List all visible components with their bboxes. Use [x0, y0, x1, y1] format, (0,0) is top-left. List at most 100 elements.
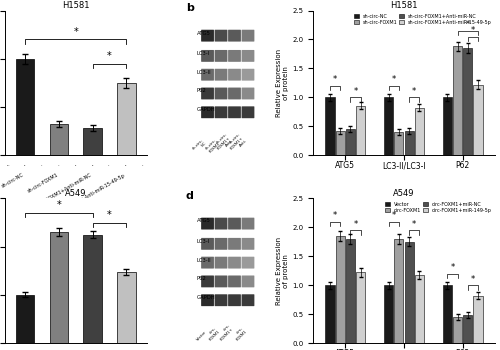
Text: *: * — [56, 200, 62, 210]
Text: sh-circ-FOXM1+Anti-miR-15-49-5p: sh-circ-FOXM1+Anti-miR-15-49-5p — [52, 173, 127, 219]
Bar — [326, 97, 334, 155]
Text: *: * — [466, 20, 470, 29]
Bar — [84, 128, 102, 155]
FancyBboxPatch shape — [201, 257, 214, 268]
Text: sh-circ-FOXM1: sh-circ-FOXM1 — [26, 173, 59, 194]
Text: sh-circ-NC: sh-circ-NC — [1, 173, 25, 189]
Bar — [474, 84, 482, 155]
Text: sh-circ-
NC: sh-circ- NC — [192, 138, 208, 154]
FancyBboxPatch shape — [201, 275, 214, 287]
Text: GAPDH: GAPDH — [196, 295, 216, 300]
FancyBboxPatch shape — [242, 218, 254, 230]
FancyBboxPatch shape — [228, 294, 241, 306]
Text: *: * — [450, 263, 454, 272]
FancyBboxPatch shape — [201, 50, 214, 62]
Text: d: d — [186, 191, 194, 201]
FancyBboxPatch shape — [242, 106, 254, 118]
Text: P62: P62 — [196, 276, 206, 281]
Text: *: * — [74, 27, 78, 36]
FancyBboxPatch shape — [242, 69, 254, 81]
Bar — [16, 59, 34, 155]
Text: *: * — [354, 87, 358, 96]
Bar — [50, 232, 68, 343]
FancyBboxPatch shape — [214, 257, 228, 268]
FancyBboxPatch shape — [228, 218, 241, 230]
Bar — [463, 48, 472, 155]
Text: *: * — [412, 220, 416, 229]
Bar — [16, 295, 34, 343]
FancyBboxPatch shape — [228, 106, 241, 118]
FancyBboxPatch shape — [201, 88, 214, 99]
FancyBboxPatch shape — [228, 69, 241, 81]
Legend: sh-circ-NC, sh-circ-FOXM1, sh-circ-FOXM1+Anti-miR-NC, sh-circ-FOXM1+Anti-miR-15-: sh-circ-NC, sh-circ-FOXM1, sh-circ-FOXM1… — [352, 13, 492, 26]
Legend: Vector, circ-FOXM1, circ-FOXM1+miR-NC, circ-FOXM1+miR-149-5p: Vector, circ-FOXM1, circ-FOXM1+miR-NC, c… — [384, 201, 492, 214]
Bar — [404, 242, 414, 343]
Text: sh-circ-
FOXM1+
Anti-: sh-circ- FOXM1+ Anti- — [213, 132, 234, 154]
FancyBboxPatch shape — [242, 257, 254, 268]
Bar — [84, 234, 102, 343]
Bar — [474, 296, 482, 343]
Text: ATG5: ATG5 — [196, 218, 210, 224]
FancyBboxPatch shape — [214, 218, 228, 230]
Text: sh-circ-
FOXM1: sh-circ- FOXM1 — [205, 138, 221, 154]
Text: ATG5: ATG5 — [196, 30, 210, 36]
FancyBboxPatch shape — [242, 30, 254, 42]
Bar — [394, 239, 404, 343]
FancyBboxPatch shape — [214, 275, 228, 287]
Title: H1581: H1581 — [62, 1, 90, 10]
Text: *: * — [333, 75, 337, 84]
Text: P62: P62 — [196, 89, 206, 93]
FancyBboxPatch shape — [228, 257, 241, 268]
Bar — [415, 275, 424, 343]
Bar — [50, 124, 68, 155]
FancyBboxPatch shape — [201, 30, 214, 42]
Bar — [346, 129, 355, 155]
Text: *: * — [471, 275, 475, 284]
Text: circ-
FOXM1: circ- FOXM1 — [232, 326, 248, 342]
FancyBboxPatch shape — [201, 238, 214, 250]
FancyBboxPatch shape — [201, 218, 214, 230]
FancyBboxPatch shape — [214, 50, 228, 62]
Bar — [453, 46, 462, 155]
Text: LC3-I: LC3-I — [196, 239, 210, 244]
FancyBboxPatch shape — [242, 294, 254, 306]
Bar — [356, 272, 366, 343]
FancyBboxPatch shape — [214, 238, 228, 250]
FancyBboxPatch shape — [242, 88, 254, 99]
Bar — [356, 106, 366, 155]
Text: sh-circ-
FOXM1+
Anti-: sh-circ- FOXM1+ Anti- — [226, 132, 248, 154]
FancyBboxPatch shape — [201, 69, 214, 81]
Bar — [346, 239, 355, 343]
Bar — [394, 132, 404, 155]
Bar — [453, 317, 462, 343]
FancyBboxPatch shape — [228, 50, 241, 62]
Y-axis label: Relative Expression
of protein: Relative Expression of protein — [276, 237, 289, 305]
FancyBboxPatch shape — [242, 50, 254, 62]
Text: *: * — [107, 51, 112, 61]
Bar — [404, 131, 414, 155]
Bar — [336, 236, 345, 343]
FancyBboxPatch shape — [228, 30, 241, 42]
FancyBboxPatch shape — [214, 69, 228, 81]
FancyBboxPatch shape — [242, 238, 254, 250]
Bar — [415, 108, 424, 155]
Bar — [384, 97, 393, 155]
Bar — [442, 285, 452, 343]
Text: LC3-I: LC3-I — [196, 51, 210, 56]
Text: b: b — [186, 3, 194, 13]
Text: *: * — [471, 26, 475, 35]
Bar — [336, 131, 345, 155]
Y-axis label: Relative Expression
of protein: Relative Expression of protein — [276, 49, 289, 117]
FancyBboxPatch shape — [201, 294, 214, 306]
Text: circ-
FOXM1: circ- FOXM1 — [206, 326, 221, 342]
Text: *: * — [412, 87, 416, 96]
Title: A549: A549 — [65, 189, 86, 198]
FancyBboxPatch shape — [201, 106, 214, 118]
Bar — [463, 315, 472, 343]
Text: LC3-II: LC3-II — [196, 70, 212, 75]
Text: *: * — [392, 211, 396, 220]
Text: LC3-II: LC3-II — [196, 258, 212, 262]
FancyBboxPatch shape — [214, 106, 228, 118]
Bar — [117, 83, 136, 155]
Bar — [326, 285, 334, 343]
